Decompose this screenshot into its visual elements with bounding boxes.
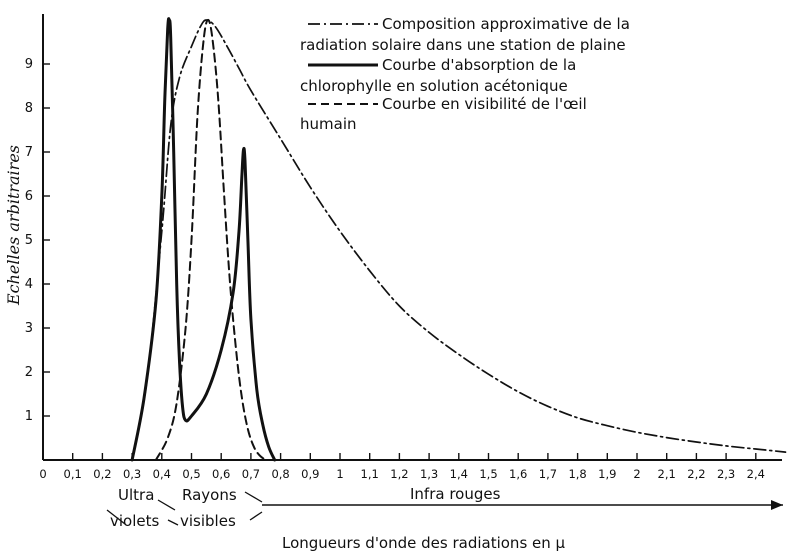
curves xyxy=(130,17,787,462)
band-label-top: Rayons xyxy=(182,486,237,504)
series-line-dashed xyxy=(154,18,267,461)
legend: Composition approximative de la radiation… xyxy=(300,15,630,133)
x-tick-label: 1,2 xyxy=(390,467,408,481)
x-tick-label: 1,6 xyxy=(509,467,527,481)
x-tick-label: 0,7 xyxy=(242,467,260,481)
x-axis-title: Longueurs d'onde des radiations en μ xyxy=(282,534,566,552)
y-tick-label: 9 xyxy=(25,57,33,72)
infra-rouges-arrowhead xyxy=(771,500,783,510)
band-label-bottom: visibles xyxy=(180,512,236,530)
x-tick-label: 1,3 xyxy=(420,467,438,481)
band-bracket xyxy=(249,511,263,521)
legend-label-cont: chlorophylle en solution acétonique xyxy=(300,77,568,95)
series-line-solid xyxy=(130,17,277,462)
y-tick-label: 2 xyxy=(25,365,33,380)
band-label-bottom: violets xyxy=(110,512,159,530)
series-line-dash-dot xyxy=(131,19,787,461)
legend-label: Courbe d'absorption de la xyxy=(382,56,576,74)
x-tick-label: 1,5 xyxy=(479,467,497,481)
x-tick-label: 2,4 xyxy=(747,467,765,481)
legend-label: Courbe en visibilité de l'œil xyxy=(382,95,587,113)
x-tick-label: 1,8 xyxy=(568,467,586,481)
band-label-top: Ultra xyxy=(118,486,154,504)
legend-label-cont: humain xyxy=(300,115,357,133)
y-tick-label: 1 xyxy=(25,409,33,424)
band-label-top: Infra rouges xyxy=(410,485,501,503)
x-tick-label: 1,1 xyxy=(361,467,379,481)
spectrum-bands: Ultra violets Rayons visibles Infra rouges xyxy=(106,485,783,530)
x-tick-label: 0,3 xyxy=(123,467,141,481)
x-tick-label: 0,8 xyxy=(271,467,289,481)
x-tick-label: 0,6 xyxy=(212,467,230,481)
axes: 0 0,1 0,2 0,3 0,4 0,5 0,6 0,7 0,8 0,9 1 1,1 1,2 1,3 1,… xyxy=(25,14,782,481)
legend-label-cont: radiation solaire dans une station de pl… xyxy=(300,36,626,54)
band-bracket xyxy=(106,509,126,525)
y-tick-label: 8 xyxy=(25,101,33,116)
y-tick-label: 3 xyxy=(25,321,33,336)
x-tick-label: 0,2 xyxy=(93,467,111,481)
y-tick-label: 7 xyxy=(25,145,33,160)
x-tick-label: 1,4 xyxy=(450,467,468,481)
band-bracket xyxy=(167,519,179,526)
x-tick-label: 2,2 xyxy=(687,467,705,481)
x-tick-label: 2,1 xyxy=(658,467,676,481)
x-tick-label: 2,3 xyxy=(717,467,735,481)
y-tick-label: 6 xyxy=(25,189,33,204)
x-tick-label: 1,9 xyxy=(598,467,616,481)
y-tick-label: 5 xyxy=(25,233,33,248)
x-tick-label: 1,7 xyxy=(539,467,557,481)
band-bracket xyxy=(157,499,176,511)
x-tick-label: 2 xyxy=(633,467,640,481)
x-tick-label: 1 xyxy=(336,467,343,481)
y-tick-label: 4 xyxy=(25,277,33,292)
x-tick-label: 0,4 xyxy=(153,467,171,481)
y-axis-title: Echelles arbitraires xyxy=(4,145,23,306)
x-tick-label: 0,1 xyxy=(64,467,82,481)
x-tick-label: 0,9 xyxy=(301,467,319,481)
legend-label: Composition approximative de la xyxy=(382,15,630,33)
x-tick-label: 0,5 xyxy=(182,467,200,481)
x-tick-label: 0 xyxy=(39,467,46,481)
band-bracket xyxy=(244,491,263,503)
